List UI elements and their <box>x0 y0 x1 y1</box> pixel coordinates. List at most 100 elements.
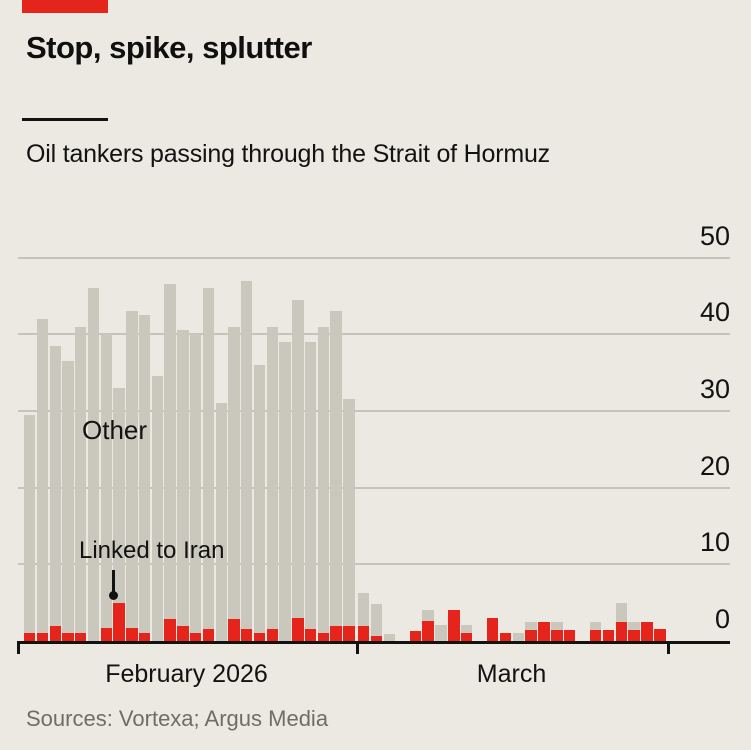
x-axis-label-february-2026: February 2026 <box>105 660 268 688</box>
bar-segment-linked-to-iran <box>525 630 537 641</box>
bar-segment-linked-to-iran <box>343 625 355 641</box>
bar-segment-linked-to-iran <box>75 633 87 641</box>
bar-segment-linked-to-iran <box>461 633 473 641</box>
x-axis-tick-2 <box>667 641 670 654</box>
annotation-pointer-dot <box>109 591 118 600</box>
bar-segment-other <box>383 634 396 641</box>
bar-segment-linked-to-iran <box>266 629 278 641</box>
bar-segment-linked-to-iran <box>138 633 151 641</box>
brand-red-tag <box>22 0 108 13</box>
bar-segment-other <box>330 311 342 626</box>
bar-segment-other <box>615 602 627 622</box>
page-title: Stop, spike, splutter <box>26 30 312 65</box>
x-axis-line <box>18 641 730 644</box>
bar-segment-other <box>228 326 240 619</box>
bar-segment-linked-to-iran <box>628 630 640 641</box>
annotation-pointer-line <box>112 570 115 592</box>
y-tick-label-0: 0 <box>714 604 730 634</box>
gridline-40 <box>18 333 730 336</box>
bar-segment-linked-to-iran <box>253 633 266 641</box>
bar-segment-other <box>266 326 278 630</box>
bar-segment-other <box>317 326 330 634</box>
bar-segment-linked-to-iran <box>100 627 112 641</box>
bar-segment-linked-to-iran <box>177 625 189 641</box>
bar-segment-other <box>126 311 138 628</box>
bar-segment-other <box>628 621 640 631</box>
bar-segment-linked-to-iran <box>499 632 512 641</box>
bar-segment-other <box>100 334 112 628</box>
bar-segment-linked-to-iran <box>409 631 421 641</box>
y-tick-label-30: 30 <box>699 373 730 404</box>
gridline-20 <box>18 486 730 489</box>
bar-segment-linked-to-iran <box>589 630 602 641</box>
gridline-50 <box>18 256 730 259</box>
bar-segment-linked-to-iran <box>358 626 370 641</box>
series-label-other: Other <box>82 415 148 445</box>
bar-segment-other <box>87 288 100 641</box>
bar-segment-other <box>113 387 125 603</box>
bar-segment-other <box>292 299 304 618</box>
y-tick-label-40: 40 <box>699 297 730 328</box>
bar-segment-linked-to-iran <box>317 633 330 641</box>
bar-segment-linked-to-iran <box>448 610 460 641</box>
bar-segment-other <box>151 376 164 641</box>
bar-segment-other <box>551 621 563 631</box>
bar-segment-other <box>435 624 447 641</box>
bar-segment-other <box>304 341 317 630</box>
bar-segment-linked-to-iran <box>126 627 138 641</box>
x-axis-label-march: March <box>476 660 547 688</box>
sources-note: Sources: Vortexa; Argus Media <box>26 706 329 731</box>
bar-segment-other <box>422 610 434 622</box>
bar-segment-linked-to-iran <box>190 633 202 641</box>
gridline-10 <box>18 563 730 566</box>
bar-segment-linked-to-iran <box>615 621 627 641</box>
bar-segment-other <box>241 280 253 630</box>
bar-segment-linked-to-iran <box>24 633 36 641</box>
bar-segment-other <box>36 318 49 634</box>
y-tick-label-20: 20 <box>699 450 730 481</box>
bar-segment-other <box>215 403 227 641</box>
y-tick-label-50: 50 <box>699 220 730 251</box>
bar-segment-linked-to-iran <box>422 621 434 641</box>
bar-segment-linked-to-iran <box>486 617 499 641</box>
bar-segment-other <box>525 621 537 631</box>
bar-segment-other <box>49 345 61 626</box>
bar-segment-other <box>358 592 370 627</box>
bar-segment-other <box>461 624 473 634</box>
x-axis-tick-0 <box>17 641 20 654</box>
bar-segment-linked-to-iran <box>551 630 563 641</box>
bar-segment-linked-to-iran <box>62 633 74 641</box>
bar-segment-linked-to-iran <box>228 618 240 641</box>
bar-segment-linked-to-iran <box>564 630 576 641</box>
x-axis-tick-1 <box>356 641 359 654</box>
bar-segment-other <box>75 326 87 634</box>
bar-segment-linked-to-iran <box>370 636 383 641</box>
bar-segment-linked-to-iran <box>49 625 61 641</box>
bar-segment-other <box>24 414 36 634</box>
bar-segment-linked-to-iran <box>202 629 215 641</box>
gridline-30 <box>18 409 730 412</box>
bar-segment-linked-to-iran <box>292 617 304 641</box>
bar-segment-other <box>343 399 355 626</box>
bar-segment-other <box>164 284 176 619</box>
bar-segment-other <box>370 604 383 637</box>
bar-segment-linked-to-iran <box>654 628 666 641</box>
bar-segment-other <box>62 361 74 634</box>
bar-segment-other <box>512 632 524 641</box>
bar-segment-linked-to-iran <box>538 621 550 641</box>
bar-segment-linked-to-iran <box>602 630 615 641</box>
bar-segment-linked-to-iran <box>641 621 653 641</box>
bar-segment-other <box>177 330 189 626</box>
bar-segment-other <box>253 364 266 634</box>
series-label-linked-to-iran: Linked to Iran <box>79 537 225 564</box>
title-divider <box>22 118 108 121</box>
bar-segment-linked-to-iran <box>164 618 176 641</box>
y-tick-label-10: 10 <box>699 527 730 558</box>
bar-segment-other <box>138 315 151 634</box>
bar-segment-linked-to-iran <box>113 602 125 641</box>
bar-segment-other <box>589 621 602 631</box>
bar-segment-other <box>202 288 215 630</box>
bar-segment-linked-to-iran <box>304 629 317 641</box>
bar-segment-other <box>190 334 202 634</box>
